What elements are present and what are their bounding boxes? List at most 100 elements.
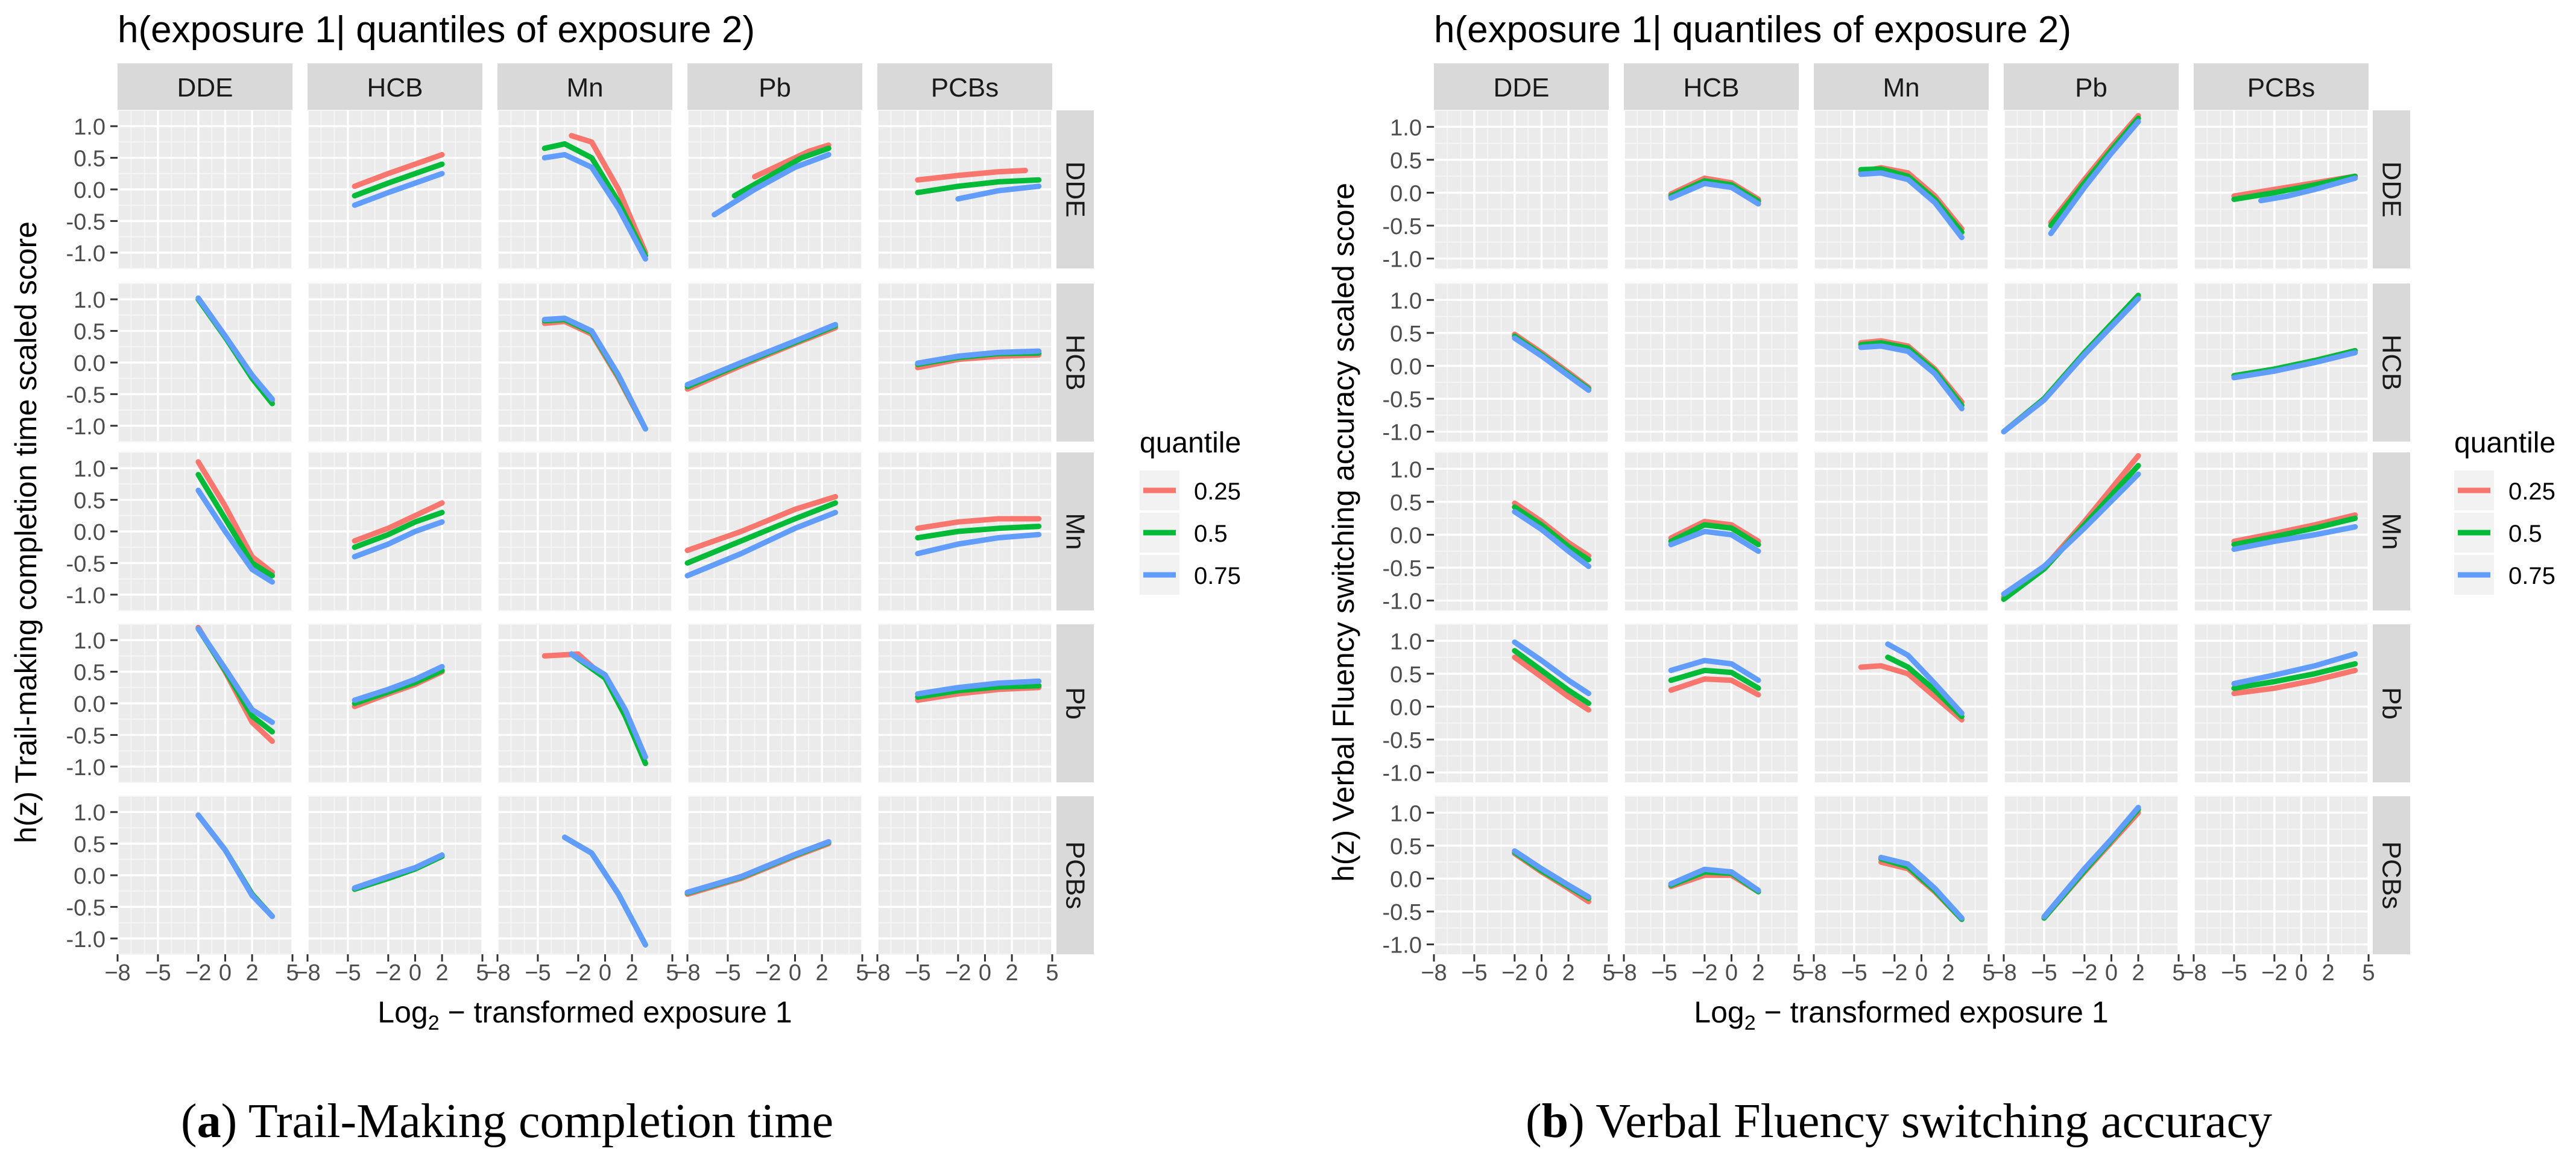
y-tick-label: 1.0 [74,288,106,313]
x-tick-label: −5 [525,960,551,986]
panel-DDE-HCB [1623,110,1800,268]
x-tick-label: −2 [2071,960,2097,986]
panel-Pb-Mn [496,624,674,783]
x-tick-label: 5 [1602,960,1615,986]
series-line-q0.25 [2231,512,2358,544]
panel-HCB-Mn [1813,283,1990,442]
series-line-q0.25 [752,142,832,180]
facet-strip-col [2194,63,2369,110]
x-axis-label: Log2 − transformed exposure 1 [377,995,792,1035]
facet-strip-row [2373,452,2410,610]
panel-Pb-PCBs [876,624,1053,783]
panel-Mn-DDE [116,452,294,611]
caption-b-label: b [1542,1095,1569,1148]
x-tick-label: −2 [1691,960,1717,986]
series-line-q0.5 [2231,661,2358,691]
facet-strip-row [1056,796,1094,954]
series-line-q0.75 [1858,170,1965,241]
series-line-q0.75 [569,651,648,760]
legend-label: 0.5 [1194,521,1228,547]
facet-strip-row [2373,624,2410,782]
y-tick-label: -1.0 [1383,420,1422,446]
legend-label: 0.25 [2508,478,2555,505]
x-tick-label: 5 [2362,960,2375,986]
panel-DDE-PCBs [876,110,1053,269]
y-tick-label: 0.0 [1390,354,1422,379]
panel-DDE-Pb [686,110,863,269]
facet-strip-col [2004,63,2179,110]
facet-row-label: PCBs [1061,841,1090,909]
series-line-q0.5 [2231,515,2358,548]
series-line-q0.75 [1668,866,1761,893]
panel-Mn-HCB [1623,452,1800,610]
series-line-q0.5 [1512,504,1591,563]
y-tick-label: -1.0 [66,414,106,440]
x-tick-label: 0 [2295,960,2308,986]
panel-Pb-HCB [1623,624,1800,782]
panel-DDE-Pb [2003,110,2180,268]
caption-a-text: Trail-Making completion time [248,1095,833,1148]
x-tick-label: −8 [104,960,130,986]
y-tick-label: 1.0 [1390,288,1422,314]
facet-row-label: Mn [1061,513,1090,550]
panel-Mn-HCB [306,452,484,611]
series-line-q0.5 [1668,522,1761,548]
series-line-q0.5 [1885,654,1965,720]
legend: quantile 0.25 0.5 0.75 [2454,427,2555,595]
legend-label: 0.5 [2508,521,2542,547]
x-tick-label: −5 [2031,960,2057,986]
y-tick-label: 1.0 [1390,457,1422,483]
y-tick-label: -1.0 [1383,933,1422,959]
series-line-q0.25 [1512,500,1591,559]
x-tick-label: 0 [1725,960,1738,986]
panel-PCBs-HCB [1623,796,1800,954]
caption-a-label: a [197,1095,221,1148]
y-tick-label: 0.0 [74,520,106,545]
y-tick-label: 1.0 [74,629,106,654]
series-line-q0.25 [352,151,445,189]
x-tick-label: −8 [1421,960,1447,986]
panel-PCBs-DDE [1433,796,1610,954]
panel-background [2004,452,2179,610]
y-tick-label: 0.5 [1390,322,1422,347]
y-tick-label: -0.5 [1383,214,1422,239]
series-line-q0.75 [195,812,275,919]
x-tick-label: −8 [294,960,320,986]
x-tick-label: 2 [1006,960,1018,986]
x-tick-label: −8 [1611,960,1637,986]
series-line-q0.75 [684,839,832,895]
x-tick-label: 0 [2105,960,2118,986]
caption-a: (a) Trail-Making completion time [181,1095,833,1148]
facet-strip-row [1056,624,1094,782]
x-tick-label: 5 [1046,960,1058,986]
series-line-q0.75 [2258,175,2358,204]
series-line-q0.25 [569,133,648,256]
series-line-q0.75 [352,664,445,703]
panel-Pb-DDE [116,624,294,783]
x-tick-label: −8 [864,960,890,986]
y-tick-label: 0.5 [1390,148,1422,174]
y-tick-label: -1.0 [66,755,106,781]
x-tick-label: 2 [1942,960,1955,986]
panel-background [2194,284,2369,442]
panel-background [1814,452,1989,610]
facet-row-label: Pb [1061,687,1090,720]
x-tick-label: −5 [1651,960,1677,986]
chart-trail-making: h(exposure 1| quantiles of exposure 2) DD… [9,9,1241,1035]
legend-label: 0.75 [2508,563,2555,589]
series-line-q0.75 [1512,848,1591,900]
y-tick-label: 0.0 [74,178,106,203]
x-tick-label: −2 [2261,960,2287,986]
series-line-q0.75 [195,487,275,585]
x-tick-label: −2 [185,960,211,986]
facet-col-label: PCBs [2247,73,2315,103]
x-tick-label: −2 [1501,960,1527,986]
panel-PCBs-Mn [496,796,674,955]
y-tick-label: -0.5 [66,723,106,749]
legend-title: quantile [2454,427,2555,459]
series-line-q0.75 [1885,641,1965,716]
y-tick-label: -0.5 [66,382,106,408]
panel-PCBs-HCB [306,796,484,955]
series-line-q0.5 [915,524,1042,540]
